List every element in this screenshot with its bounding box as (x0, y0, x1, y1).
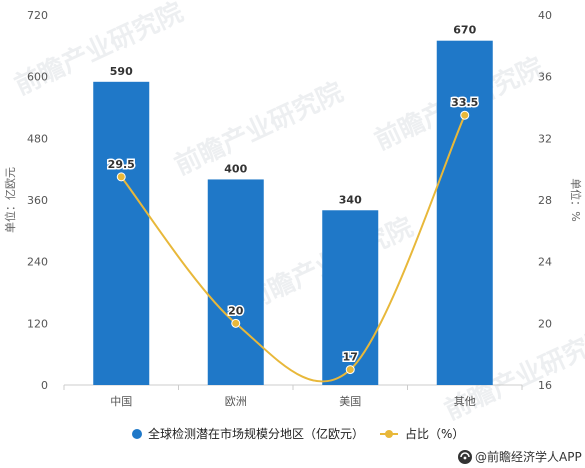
line-point (460, 110, 470, 120)
y-left-tick-label: 720 (27, 9, 48, 22)
y-right-tick-label: 32 (538, 132, 552, 145)
qianzhan-logo-icon (458, 450, 472, 464)
y-left-tick-label: 480 (27, 132, 48, 145)
legend: 全球检测潜在市场规模分地区（亿欧元） 占比（%） (132, 426, 464, 441)
watermark-text: 前瞻产业研究院 (170, 76, 348, 181)
x-tick-label: 中国 (110, 395, 132, 408)
y-axis-right-ticks: 16 20 24 28 32 36 40 (538, 9, 552, 392)
line-point (116, 172, 126, 182)
line-value-label: 17 (343, 351, 358, 364)
y-left-tick-label: 0 (41, 379, 48, 392)
x-tick-label: 美国 (339, 395, 361, 408)
bar (207, 179, 264, 385)
y-right-tick-label: 40 (538, 9, 552, 22)
x-tick-label: 其他 (454, 395, 476, 408)
y-left-tick-label: 600 (27, 71, 48, 84)
line-data-labels: 29.5 20 17 33.5 (106, 95, 480, 365)
bar-value-label: 400 (224, 162, 247, 175)
bar-series (93, 40, 493, 386)
y-right-tick-label: 28 (538, 194, 552, 207)
y-right-tick-label: 24 (538, 256, 552, 269)
legend-bar-label: 全球检测潜在市场规模分地区（亿欧元） (148, 426, 364, 441)
y-left-tick-label: 240 (27, 256, 48, 269)
bar (322, 210, 379, 385)
y-right-tick-label: 16 (538, 379, 552, 392)
bar-value-label: 590 (110, 65, 133, 78)
y-left-tick-label: 360 (27, 194, 48, 207)
branding: @前瞻经济学人APP (458, 449, 582, 464)
line-point (231, 318, 241, 328)
y-axis-left-ticks: 0 120 240 360 480 600 720 (27, 9, 48, 392)
line-value-label: 20 (228, 304, 244, 317)
bar-value-label: 340 (339, 193, 362, 206)
x-axis-ticks: 中国 欧洲 美国 其他 (63, 385, 523, 408)
y-right-tick-label: 20 (538, 317, 552, 330)
bar (436, 40, 493, 385)
brand-text: @前瞻经济学人APP (475, 449, 582, 464)
legend-bar-marker (132, 429, 142, 439)
bar (93, 81, 150, 386)
legend-line-label: 占比（%） (405, 426, 464, 441)
bar-value-label: 670 (453, 24, 476, 37)
line-point (345, 365, 355, 375)
line-value-label: 33.5 (451, 96, 478, 109)
x-tick-label: 欧洲 (225, 395, 247, 408)
y-axis-left-title: 单位：亿欧元 (3, 167, 17, 233)
legend-line-marker (385, 430, 393, 438)
line-path (120, 114, 466, 383)
y-axis-right-title: 单位：% (569, 178, 583, 221)
y-right-tick-label: 36 (538, 71, 552, 84)
bar-data-labels: 590 400 340 670 (110, 24, 477, 207)
y-left-tick-label: 120 (27, 317, 48, 330)
line-series (116, 110, 470, 383)
line-value-label: 29.5 (108, 158, 135, 171)
